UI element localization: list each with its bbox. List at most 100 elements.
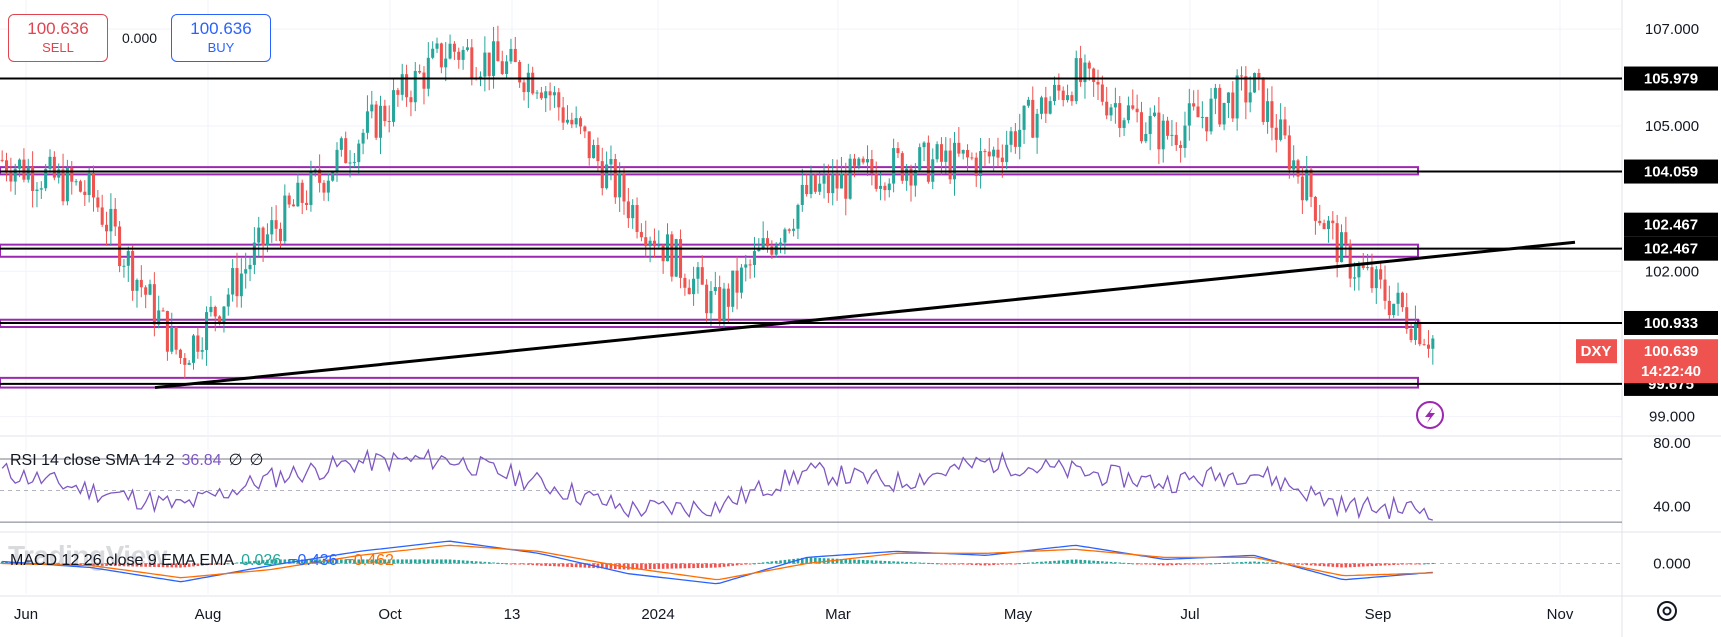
macd-histogram-bar [153, 563, 156, 567]
countdown-label: 14:22:40 [1641, 363, 1701, 380]
trendline[interactable] [154, 240, 1576, 390]
macd-histogram-bar [200, 563, 204, 566]
candle-body [526, 72, 530, 93]
candle-body [857, 158, 861, 166]
candle-body [726, 288, 730, 307]
candle-body [1257, 72, 1261, 78]
macd-histogram-bar [1040, 561, 1043, 564]
buy-button[interactable]: 100.636 BUY [171, 14, 271, 62]
price-axis[interactable]: 107.000 105.000 102.000 99.000 80.00 40.00 0.0… [1645, 21, 1699, 572]
macd-histogram-bar [992, 563, 995, 565]
candle-body [1092, 68, 1096, 82]
macd-histogram-bar [244, 561, 247, 564]
candle-body [874, 173, 878, 189]
candle-body [452, 43, 456, 52]
sell-button[interactable]: 100.636 SELL [8, 14, 108, 62]
candle-body [100, 207, 104, 225]
candle-body [1100, 84, 1104, 102]
time-axis-tick: 13 [504, 606, 521, 623]
candle-body [1105, 101, 1109, 116]
candle-body [1144, 133, 1148, 142]
settings-gear-icon[interactable] [1657, 601, 1677, 621]
candle-body [926, 142, 930, 182]
macd-histogram-bar [483, 561, 487, 564]
macd-histogram-bar [1370, 563, 1374, 567]
candle-body [1039, 97, 1043, 114]
macd-histogram-bar [631, 563, 635, 570]
macd-histogram-bar [1066, 559, 1069, 564]
macd-histogram-bar [496, 562, 500, 564]
candle-body [70, 167, 74, 182]
lightning-icon[interactable] [1416, 401, 1444, 429]
macd-histogram-bar [1422, 563, 1426, 565]
macd-histogram-bar [344, 559, 348, 564]
candle-body [983, 151, 987, 153]
candle-body [331, 172, 335, 181]
macd-histogram-bar [814, 557, 817, 564]
candle-body [1344, 232, 1348, 244]
macd-histogram-bar [644, 563, 648, 570]
candle-body [300, 182, 304, 203]
candle-body [826, 175, 830, 194]
candle-body [126, 251, 130, 266]
macd-histogram-bar [983, 563, 987, 566]
candle-body [879, 185, 883, 189]
macd-histogram-bar [140, 563, 143, 567]
macd-histogram-bar [1427, 563, 1430, 565]
level-tag [1624, 236, 1718, 261]
macd-histogram-bar [1414, 563, 1417, 565]
macd-legend[interactable]: MACD 12 26 close 9 EMA EMA 0.026 −0.436 −0.… [10, 552, 401, 570]
macd-histogram-bar [166, 563, 169, 568]
candle-body [787, 229, 791, 231]
candle-body [365, 111, 369, 133]
macd-histogram-bar [479, 561, 482, 564]
macd-histogram-bar [1388, 563, 1391, 566]
candle-body [961, 149, 965, 154]
candle-body [1022, 105, 1026, 130]
macd-histogram-bar [883, 560, 887, 564]
macd-histogram-bar [361, 559, 365, 564]
horizontal-levels[interactable] [0, 77, 1622, 385]
macd-histogram-bar [1348, 563, 1352, 568]
price-zone [0, 243, 1419, 258]
macd-histogram-bar [987, 563, 991, 566]
macd-histogram-bar [126, 563, 130, 567]
macd-histogram-bar [970, 563, 974, 565]
macd-histogram-bar [583, 563, 587, 568]
candle-body [231, 268, 235, 295]
macd-histogram-bar [109, 563, 113, 566]
macd-histogram-bar [683, 563, 687, 569]
macd-histogram-bar [605, 563, 608, 569]
macd-histogram-bar [744, 563, 748, 565]
macd-histogram-bar [805, 557, 808, 564]
candle-body [1096, 81, 1100, 85]
macd-histogram-bar [887, 561, 891, 564]
candle-body [1400, 292, 1404, 308]
macd-histogram-bar [1144, 563, 1148, 565]
macd-histogram-bar [696, 563, 700, 569]
candle-body [596, 145, 600, 162]
candle-body [339, 138, 343, 150]
macd-histogram-bar [705, 563, 708, 568]
candle-body [26, 167, 30, 180]
candle-body [1318, 220, 1322, 224]
candle-body [1161, 120, 1165, 150]
macd-histogram-bar [1331, 563, 1335, 567]
candle-body [61, 169, 65, 202]
rsi-legend[interactable]: RSI 14 close SMA 14 2 36.84 ∅ ∅ [10, 450, 270, 470]
candle-body [644, 237, 648, 247]
macd-histogram-bar [444, 559, 448, 564]
candle-body [1287, 135, 1291, 170]
time-axis[interactable]: Jun Aug Oct 13 2024 Mar May Jul Sep Nov [14, 606, 1574, 623]
candle-body [509, 48, 513, 62]
candle-body [587, 131, 591, 159]
macd-histogram-bar [948, 563, 952, 565]
candle-body [1409, 329, 1413, 341]
macd-histogram-bar [1248, 561, 1252, 564]
candle-body [1213, 87, 1217, 99]
candle-body [739, 267, 743, 293]
macd-histogram-bar [766, 561, 769, 564]
price-zone [0, 376, 1419, 389]
candle-body [305, 202, 309, 206]
